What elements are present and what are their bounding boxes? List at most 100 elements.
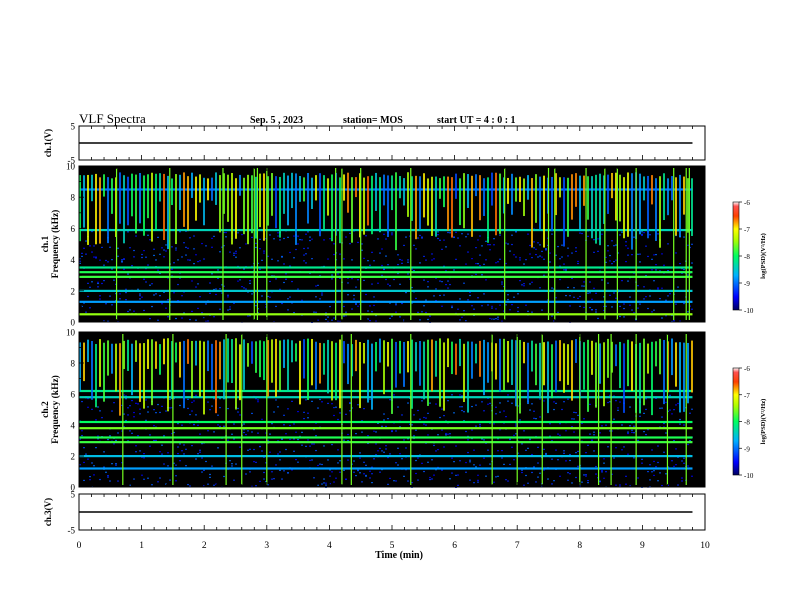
noise-speck [503,278,505,280]
noise-speck [657,288,659,290]
noise-speck [139,295,141,297]
noise-speck [169,407,171,409]
noise-speck [413,414,415,416]
noise-speck [561,256,563,258]
noise-speck [645,433,647,436]
noise-speck [81,430,83,432]
noise-speck [337,449,339,451]
noise-speck [433,295,435,297]
noise-speck [523,484,525,486]
noise-speck [127,414,129,416]
noise-speck [109,295,111,297]
noise-speck [599,481,601,483]
noise-speck [399,453,401,455]
noise-speck [691,475,693,477]
noise-speck [573,418,575,420]
emission-burst [207,340,209,372]
emission-burst [355,177,357,198]
emission-burst [611,341,613,373]
emission-burst [387,342,389,367]
noise-speck [127,407,129,409]
emission-burst [271,339,273,383]
noise-speck [591,309,593,311]
emission-burst [691,340,693,393]
noise-speck [387,418,389,420]
noise-speck [477,479,479,481]
noise-speck [369,477,371,479]
noise-speck [273,478,275,480]
noise-speck [673,440,675,442]
emission-burst [259,340,261,378]
noise-speck [201,312,203,314]
noise-speck [159,411,161,414]
noise-speck [545,452,547,455]
noise-speck [521,443,523,445]
noise-speck [135,402,137,404]
noise-speck [687,311,689,313]
noise-speck [97,438,99,440]
noise-speck [143,278,145,280]
noise-speck [129,405,131,407]
noise-speck [445,283,447,286]
emission-burst [103,342,105,402]
noise-speck [137,435,139,437]
noise-speck [567,255,569,257]
emission-burst [463,173,465,229]
emission-burst [199,174,201,203]
noise-speck [329,475,331,477]
noise-speck [661,287,663,289]
noise-speck [285,433,287,435]
noise-speck [489,317,491,320]
noise-speck [487,403,489,405]
emission-burst [183,340,185,409]
noise-speck [107,320,109,322]
noise-speck [575,412,577,414]
noise-speck [651,269,653,271]
noise-speck [637,253,639,255]
noise-speck [481,438,483,440]
noise-speck [385,255,387,257]
noise-speck [333,317,335,319]
noise-speck [631,431,633,434]
noise-speck [603,458,605,460]
y-tick-label: 0 [71,318,76,328]
noise-speck [261,259,263,261]
noise-speck [295,248,297,251]
noise-speck [539,398,541,400]
noise-speck [187,398,189,401]
noise-speck [595,292,597,294]
noise-speck [409,235,411,237]
emission-burst [639,173,641,235]
noise-speck [105,303,107,305]
noise-speck [389,453,391,455]
emission-burst [435,176,437,237]
noise-speck [625,475,627,477]
noise-speck [559,265,561,267]
noise-speck [369,319,371,322]
noise-speck [249,471,251,473]
noise-speck [255,305,257,307]
emission-burst [379,338,381,363]
noise-speck [393,480,395,482]
noise-speck [619,234,621,236]
noise-speck [541,256,543,258]
noise-speck [337,418,339,421]
noise-speck [359,452,361,454]
noise-speck [141,253,143,256]
noise-speck [483,439,485,441]
noise-speck [483,410,485,412]
noise-speck [647,307,649,310]
noise-speck [593,287,595,289]
noise-speck [395,311,397,313]
noise-speck [503,310,505,312]
noise-speck [353,294,355,296]
noise-speck [89,479,91,481]
noise-speck [577,414,579,416]
noise-speck [479,254,481,256]
emission-burst [127,339,129,371]
noise-speck [675,448,677,450]
noise-speck [611,263,613,265]
noise-speck [391,315,393,317]
noise-speck [691,408,693,410]
